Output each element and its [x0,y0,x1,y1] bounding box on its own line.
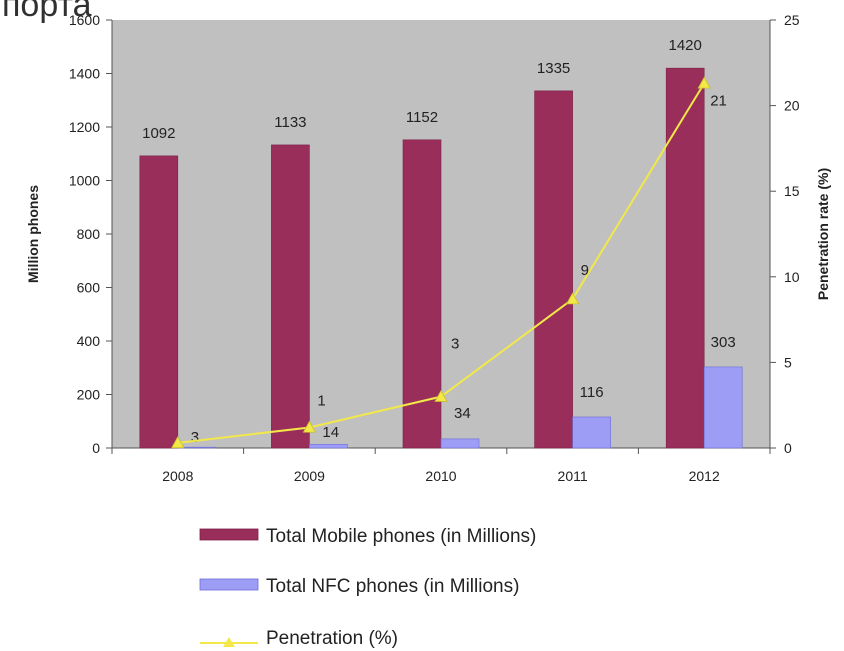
y2-tick-label: 10 [784,269,800,285]
y-tick-label: 1400 [69,66,100,82]
penetration-label: 21 [710,92,727,109]
y2-tick-label: 25 [784,12,800,28]
nfc-bar-label: 303 [711,334,736,351]
plot-area: 0 200 400 600 800 1000 1200 1400 1600 0 5 10 15 20 25 2… [25,12,831,484]
legend-label: Total Mobile phones (in Millions) [266,526,536,547]
mobile-bar [665,67,705,449]
y-tick-label: 0 [92,440,100,456]
x-tick-label: 2010 [425,468,456,484]
penetration-label: 9 [581,262,589,279]
y2-tick-label: 20 [784,98,800,114]
x-tick-label: 2011 [558,468,588,484]
mobile-bar-label: 1092 [142,125,175,142]
legend-label: Total NFC phones (in Millions) [266,576,519,597]
mobile-bar-label: 1133 [274,114,306,131]
y2-axis-title: Penetration rate (%) [815,168,831,300]
y2-tick-label: 0 [784,440,792,456]
nfc-bar [309,443,348,449]
legend: Total Mobile phones (in Millions) Total N… [199,526,536,649]
legend-swatch-mobile [199,528,259,541]
penetration-point [565,292,580,305]
nfc-bar [703,366,743,449]
nfc-bar [572,416,611,449]
penetration-label: 1 [317,392,325,409]
y2-tick-label: 15 [784,183,800,199]
partial-title-text: порта [2,0,92,24]
penetration-point [171,436,185,449]
legend-label: Penetration (%) [266,628,398,649]
nfc-bar-label: 14 [322,424,339,441]
penetration-point [434,389,448,402]
y-tick-label: 1000 [69,173,100,189]
y-tick-label: 400 [77,333,101,349]
x-tick-label: 2012 [689,468,720,484]
nfc-bar-label: 34 [454,405,471,422]
mobile-bar-label: 1152 [406,109,438,126]
y-tick-label: 1200 [69,119,100,135]
legend-swatch-penetration-marker [223,637,235,647]
nfc-bar [440,438,480,449]
mobile-bar-label: 1420 [669,37,702,54]
mobile-bar [402,139,442,449]
x-tick-label: 2009 [294,468,325,484]
mobile-bar-label: 1335 [537,60,570,77]
penetration-label: 3 [451,336,459,353]
y-tick-label: 600 [77,280,101,296]
x-tick-label: 2008 [162,468,193,484]
nfc-bar-label: 3 [191,429,199,446]
mobile-bar [139,155,179,449]
y2-tick-label: 5 [784,354,792,370]
nfc-bar-label: 116 [580,384,604,401]
mobile-bar [271,144,310,449]
y-tick-label: 1600 [69,12,100,28]
penetration-point [302,420,317,433]
y-tick-label: 200 [77,387,101,403]
penetration-point [697,76,711,89]
mobile-bar [534,90,573,449]
y-axis-title: Million phones [25,185,41,283]
legend-swatch-nfc [199,578,259,591]
y-tick-label: 800 [77,226,101,242]
